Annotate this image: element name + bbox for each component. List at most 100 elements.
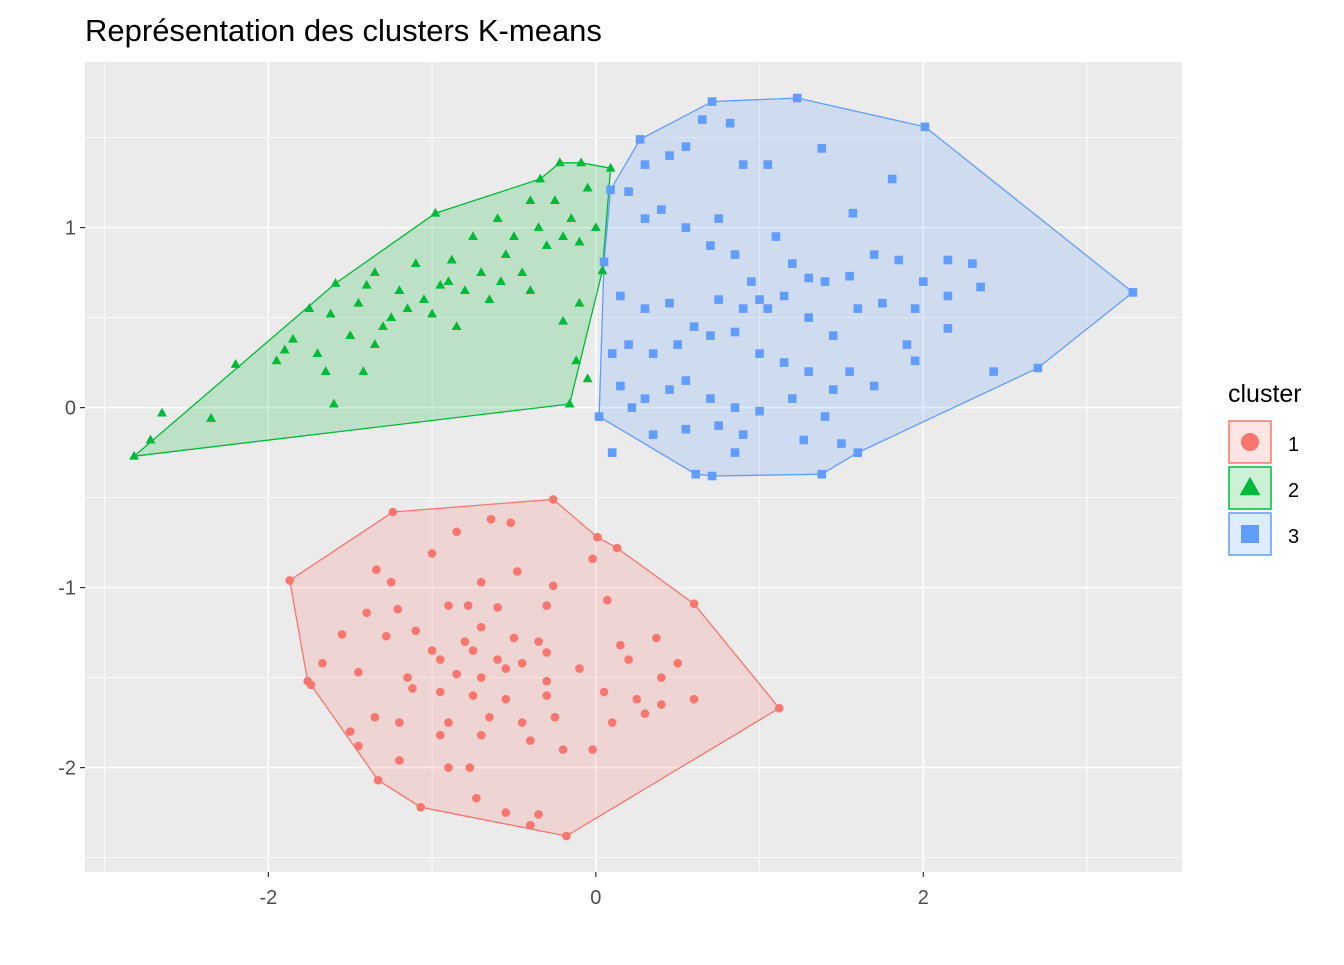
point-cluster-3 [878, 298, 887, 308]
point-cluster-1 [468, 646, 478, 655]
point-cluster-2 [353, 297, 364, 307]
point-cluster-2 [230, 359, 241, 368]
point-cluster-2 [582, 373, 593, 383]
legend-title: cluster [1228, 380, 1302, 408]
y-tick-label: 0 [65, 398, 76, 420]
point-cluster-1 [616, 640, 625, 650]
point-cluster-1 [463, 601, 473, 610]
point-cluster-3 [869, 381, 879, 391]
point-cluster-1 [370, 712, 380, 722]
point-cluster-3 [919, 277, 928, 286]
point-cluster-2 [394, 285, 405, 295]
point-cluster-2 [328, 398, 339, 408]
legend-label-1: 1 [1288, 434, 1299, 456]
point-cluster-3 [755, 406, 764, 416]
point-cluster-1 [465, 763, 475, 772]
point-cluster-3 [820, 412, 830, 421]
point-cluster-3 [828, 385, 838, 394]
point-cluster-2 [558, 231, 569, 241]
hull-cluster-3 [598, 97, 1134, 477]
point-cluster-3 [606, 185, 615, 195]
point-cluster-1 [427, 549, 437, 558]
point-cluster-2 [312, 348, 323, 358]
point-cluster-1 [362, 608, 371, 618]
point-cluster-3 [681, 376, 691, 385]
point-cluster-1 [388, 507, 398, 517]
point-cluster-1 [493, 603, 502, 612]
x-tick-label: 2 [918, 887, 929, 909]
point-cluster-1 [408, 684, 417, 693]
point-cluster-2 [446, 254, 457, 264]
point-cluster-2 [157, 407, 167, 417]
point-cluster-1 [542, 676, 552, 686]
point-cluster-3 [714, 421, 723, 430]
point-cluster-3 [725, 118, 735, 128]
point-cluster-1 [512, 567, 522, 576]
point-cluster-2 [554, 157, 565, 167]
point-cluster-1 [640, 709, 650, 718]
point-cluster-1 [534, 810, 543, 819]
point-cluster-1 [588, 554, 597, 564]
point-cluster-3 [681, 223, 691, 232]
point-cluster-1 [612, 543, 622, 553]
point-cluster-3 [640, 160, 650, 169]
point-cluster-1 [548, 495, 558, 504]
point-cluster-1 [673, 658, 683, 668]
legend-triangle-icon [1239, 476, 1261, 496]
point-cluster-3 [968, 259, 977, 268]
point-cluster-1 [372, 565, 381, 574]
cluster-hulls [132, 97, 1134, 837]
point-cluster-3 [706, 241, 715, 250]
legend-label-2: 2 [1288, 480, 1299, 502]
point-cluster-3 [820, 277, 830, 286]
point-cluster-3 [763, 304, 773, 313]
point-cluster-1 [444, 601, 453, 610]
point-cluster-2 [541, 240, 552, 250]
point-cluster-1 [354, 667, 363, 677]
point-cluster-3 [792, 93, 802, 103]
point-cluster-1 [774, 703, 784, 713]
point-cluster-1 [517, 658, 527, 668]
point-cluster-1 [427, 646, 437, 655]
x-tick-label: 0 [590, 887, 601, 909]
point-cluster-1 [476, 673, 486, 682]
point-cluster-3 [853, 304, 863, 313]
point-cluster-1 [493, 655, 502, 664]
point-cluster-3 [943, 255, 953, 265]
point-cluster-3 [763, 160, 773, 169]
point-cluster-2 [369, 339, 380, 349]
point-cluster-3 [910, 304, 920, 313]
point-cluster-3 [616, 381, 625, 391]
point-cluster-2 [566, 213, 577, 223]
point-cluster-3 [607, 448, 617, 457]
point-cluster-3 [657, 205, 666, 214]
point-cluster-1 [593, 532, 602, 542]
point-cluster-1 [624, 655, 633, 664]
point-cluster-1 [607, 718, 617, 727]
point-cluster-1 [517, 718, 527, 727]
point-cluster-2 [378, 321, 388, 331]
point-cluster-2 [410, 258, 421, 268]
point-cluster-3 [640, 214, 650, 223]
point-cluster-1 [657, 673, 666, 682]
point-cluster-2 [345, 330, 356, 340]
chart-title: Représentation des clusters K-means [85, 13, 602, 48]
point-cluster-2 [287, 333, 298, 343]
point-cluster-1 [318, 658, 327, 668]
point-cluster-2 [206, 413, 217, 422]
point-cluster-3 [943, 324, 953, 333]
point-cluster-3 [771, 232, 781, 241]
point-cluster-1 [486, 514, 496, 524]
point-cluster-2 [459, 285, 470, 295]
point-cluster-3 [779, 291, 789, 301]
point-cluster-3 [697, 115, 707, 124]
legend-label-3: 3 [1288, 526, 1299, 548]
point-cluster-3 [804, 313, 813, 322]
point-cluster-2 [495, 276, 506, 286]
point-cluster-1 [416, 802, 425, 812]
point-cluster-2 [509, 231, 519, 241]
point-cluster-1 [526, 820, 535, 830]
point-cluster-2 [500, 249, 511, 259]
point-cluster-3 [635, 135, 645, 144]
point-cluster-3 [755, 295, 764, 304]
